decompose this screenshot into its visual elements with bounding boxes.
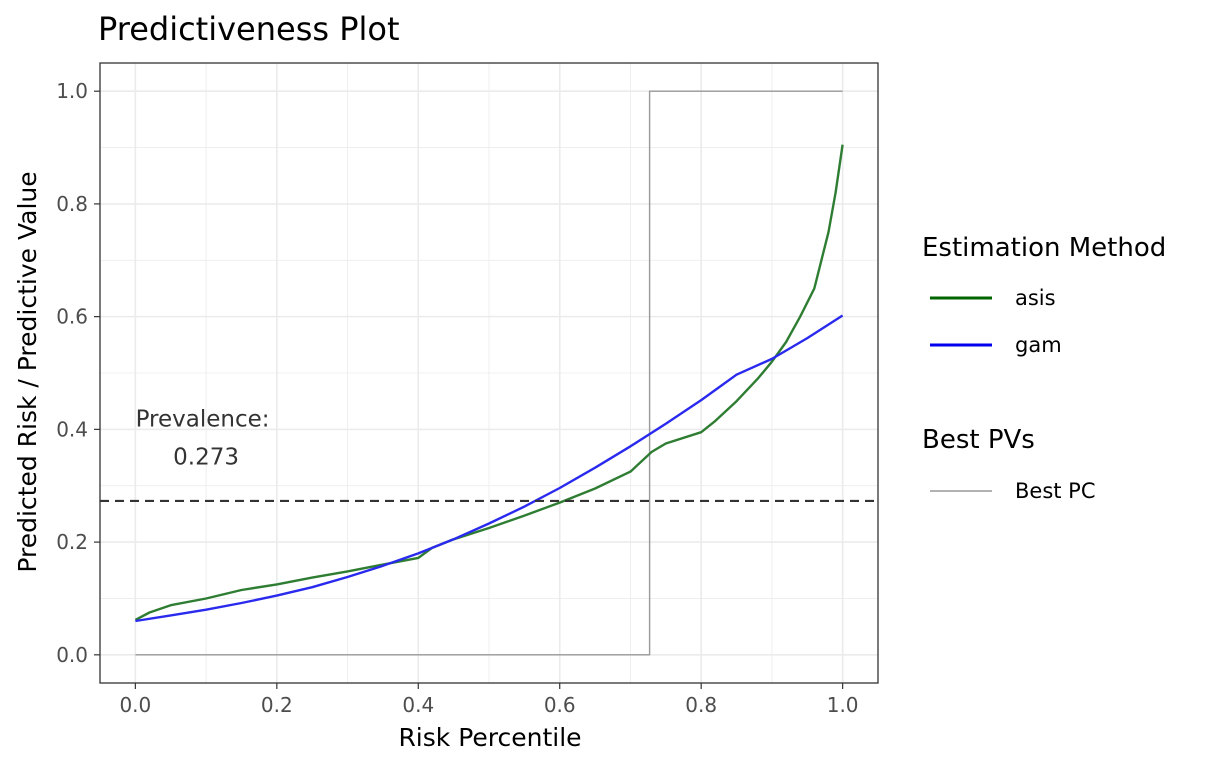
y-axis-label: Predicted Risk / Predictive Value	[13, 171, 42, 572]
x-tick-label: 0.8	[685, 693, 717, 717]
annotations: Prevalence: 0.273	[136, 407, 270, 471]
series-line-gam	[135, 314, 844, 623]
y-tick-label: 1.0	[56, 79, 88, 103]
legend-label-gam: gam	[1015, 333, 1062, 357]
series-line-best-pc	[135, 90, 843, 656]
legend-label-asis: asis	[1015, 286, 1056, 310]
x-tick-label: 0.4	[402, 693, 434, 717]
legend-title: Best PVs	[922, 425, 1035, 455]
legend: Estimation Method asis gam Best PVs Best PC	[922, 233, 1166, 503]
x-tick-label: 1.0	[827, 693, 859, 717]
y-tick-label: 0.2	[56, 530, 88, 554]
x-tick-label: 0.0	[119, 693, 151, 717]
prevalence-label: Prevalence:	[136, 407, 270, 433]
series-layer	[134, 90, 844, 656]
series-line-asis	[134, 144, 844, 621]
y-tick-label: 0.8	[56, 192, 88, 216]
y-tick-label: 0.6	[56, 305, 88, 329]
chart-title: Predictiveness Plot	[98, 10, 400, 48]
legend-title: Estimation Method	[922, 233, 1166, 263]
y-tick-label: 0.4	[56, 417, 88, 441]
prevalence-value: 0.273	[173, 444, 239, 470]
x-tick-label: 0.6	[544, 693, 576, 717]
y-tick-label: 0.0	[56, 643, 88, 667]
axis-ticks: 0.0 0.2 0.4 0.6 0.8 1.0 0.0 0.2 0.4 0.6 0.8 1.0	[56, 79, 858, 717]
plot-panel-border	[99, 62, 879, 684]
legend-label-best-pc: Best PC	[1015, 479, 1096, 503]
x-tick-label: 0.2	[261, 693, 293, 717]
x-axis-label: Risk Percentile	[398, 723, 581, 752]
